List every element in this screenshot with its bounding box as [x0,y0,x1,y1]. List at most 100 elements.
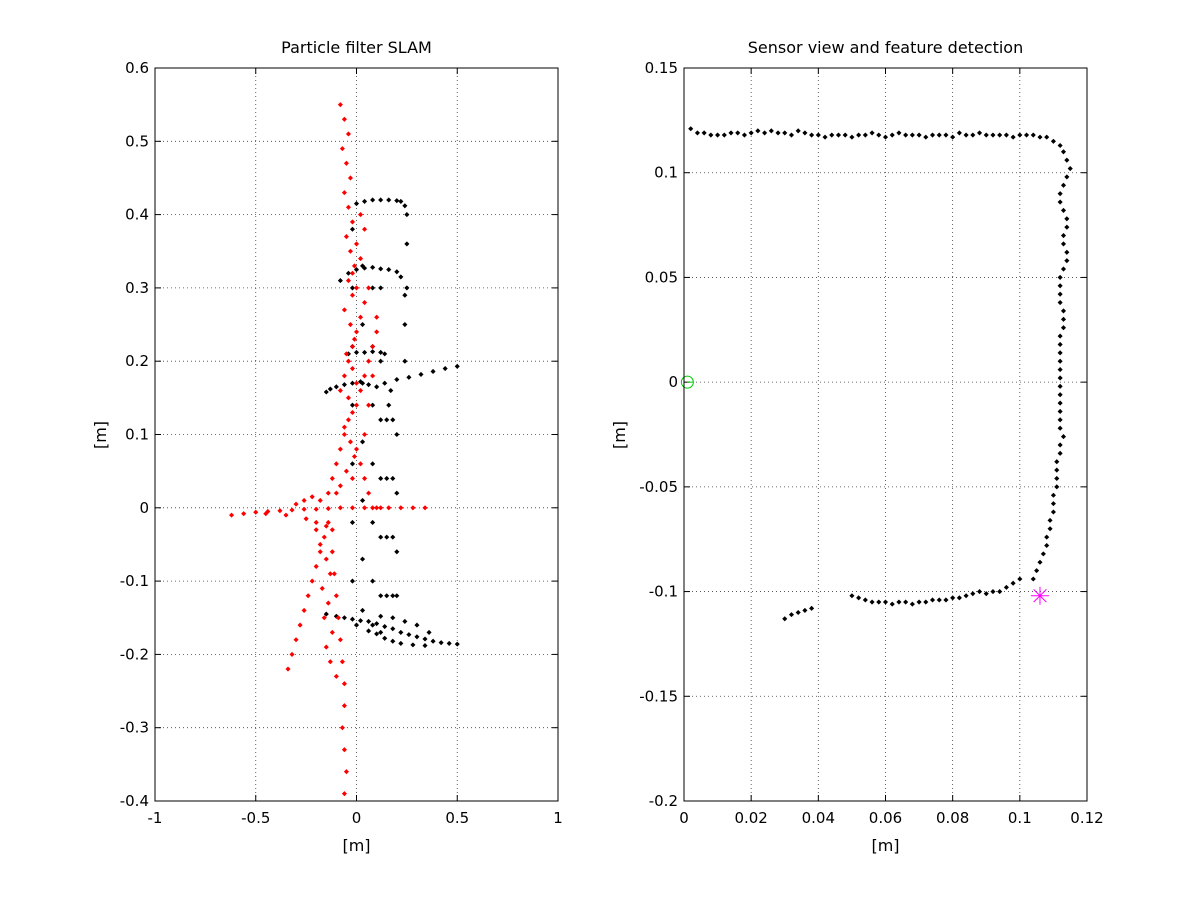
data-point [327,386,333,392]
data-point [1044,134,1050,140]
data-point [1057,350,1063,356]
data-point [721,132,727,138]
left-x-tick-label: 0.5 [445,809,469,827]
data-point [1057,142,1063,149]
data-point [362,475,368,482]
data-point [384,534,390,540]
data-point [370,505,376,511]
data-point [301,497,307,504]
data-point [325,490,331,496]
data-point [321,534,327,540]
feature-star-marker [1033,589,1047,603]
data-point [341,747,347,753]
data-point [353,402,360,408]
data-point [382,380,388,386]
data-point [1047,526,1053,532]
data-point [347,439,354,445]
data-point [402,203,408,209]
data-point [374,314,380,320]
data-point [735,130,741,136]
data-point [374,329,380,335]
right-y-tick-label: 0.05 [645,268,678,286]
data-point [370,197,376,203]
data-point [929,597,936,603]
data-point [386,505,392,511]
data-point [936,597,942,603]
data-point [862,597,868,603]
data-point [351,453,358,460]
data-point [349,402,356,408]
data-point [325,505,331,512]
data-point [1057,291,1063,297]
data-point [359,607,366,613]
data-point [963,132,969,138]
data-point [362,300,368,306]
data-point [349,343,356,350]
data-point [359,322,366,328]
data-point [1064,249,1070,255]
data-point [976,589,983,595]
left-y-tick-label: 0 [139,499,149,517]
right-x-tick-label: 0 [679,809,689,827]
data-point [347,248,354,254]
data-point [345,131,351,137]
data-point [394,490,400,496]
data-point [1064,157,1070,163]
data-point [943,132,949,138]
right-series-robot-position [680,375,694,389]
data-point [1057,392,1063,398]
data-point [394,549,400,555]
right-x-tick-label: 0.08 [936,809,969,827]
data-point [378,266,384,272]
data-point [1037,134,1043,140]
right-y-axis-label: [m] [610,421,629,449]
data-point [1057,300,1063,306]
data-point [359,380,366,386]
data-point [366,402,372,408]
data-point [329,527,335,533]
right-y-tick-label: -0.05 [639,478,678,496]
data-point [1054,459,1060,465]
data-point [366,285,372,291]
data-point [341,307,347,313]
right-marks [680,126,1073,622]
data-point [357,212,364,218]
data-point [438,640,444,646]
data-point [1050,138,1056,144]
right-y-tick-label: 0.15 [645,59,678,77]
data-point [349,505,356,511]
data-point [349,270,356,276]
data-point [418,371,424,377]
data-point [349,285,356,291]
left-y-tick-label: -0.4 [120,792,149,810]
data-point [426,629,432,635]
left-y-tick-label: 0.6 [125,59,149,77]
data-point [339,146,345,152]
left-y-tick-label: -0.3 [120,719,149,737]
data-point [862,132,868,138]
data-point [359,439,366,445]
data-point [909,132,915,138]
data-point [384,475,390,482]
data-point [402,322,408,328]
data-point [362,431,368,438]
data-point [1060,182,1067,188]
left-marks [229,102,460,797]
data-point [1057,450,1063,456]
data-point [384,417,390,423]
data-point [1064,258,1070,264]
data-point [313,563,319,569]
data-point [404,241,410,247]
right-y-tick-label: 0.1 [654,164,678,182]
data-point [1017,132,1023,138]
data-point [359,497,366,504]
data-point [353,349,360,355]
data-point [402,358,408,364]
data-point [788,132,795,138]
left-x-tick-label: 1 [553,809,563,827]
data-point [349,380,356,386]
data-point [889,132,895,138]
data-point [343,234,349,240]
data-point [353,285,360,291]
data-point [345,270,351,276]
